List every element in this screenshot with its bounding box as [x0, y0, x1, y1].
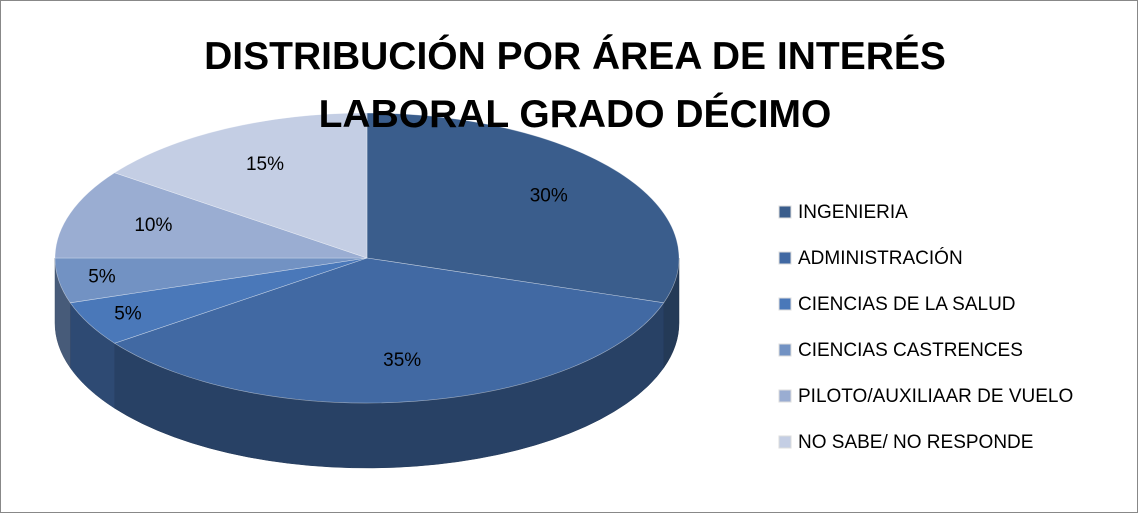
pie-slice — [54, 172, 368, 259]
legend-label: CIENCIAS CASTRENCES — [798, 340, 1023, 361]
data-label: 10% — [134, 215, 172, 236]
legend-label: NO SABE/ NO RESPONDE — [798, 432, 1033, 453]
legend-swatch — [778, 205, 792, 219]
pie-slice — [113, 112, 368, 259]
pie-slice — [113, 257, 665, 404]
legend-swatch — [778, 435, 792, 449]
data-label: 35% — [383, 350, 421, 371]
data-label: 15% — [246, 154, 284, 175]
legend-label: ADMINISTRACIÓN — [798, 247, 963, 269]
legend-swatch — [778, 251, 792, 265]
legend-label: CIENCIAS DE LA SALUD — [798, 294, 1016, 315]
chart-title: DISTRIBUCIÓN POR ÁREA DE INTERÉS LABORAL… — [204, 35, 946, 136]
data-label: 5% — [114, 304, 142, 325]
legend-label: INGENIERIA — [798, 202, 908, 223]
pie-slice — [366, 112, 680, 304]
legend-swatch — [778, 389, 792, 403]
legend-label: PILOTO/AUXILIAAR DE VUELO — [798, 386, 1073, 407]
legend-swatch — [778, 297, 792, 311]
legend-swatch — [778, 343, 792, 357]
data-label: 30% — [530, 186, 568, 207]
data-label: 5% — [88, 267, 116, 288]
